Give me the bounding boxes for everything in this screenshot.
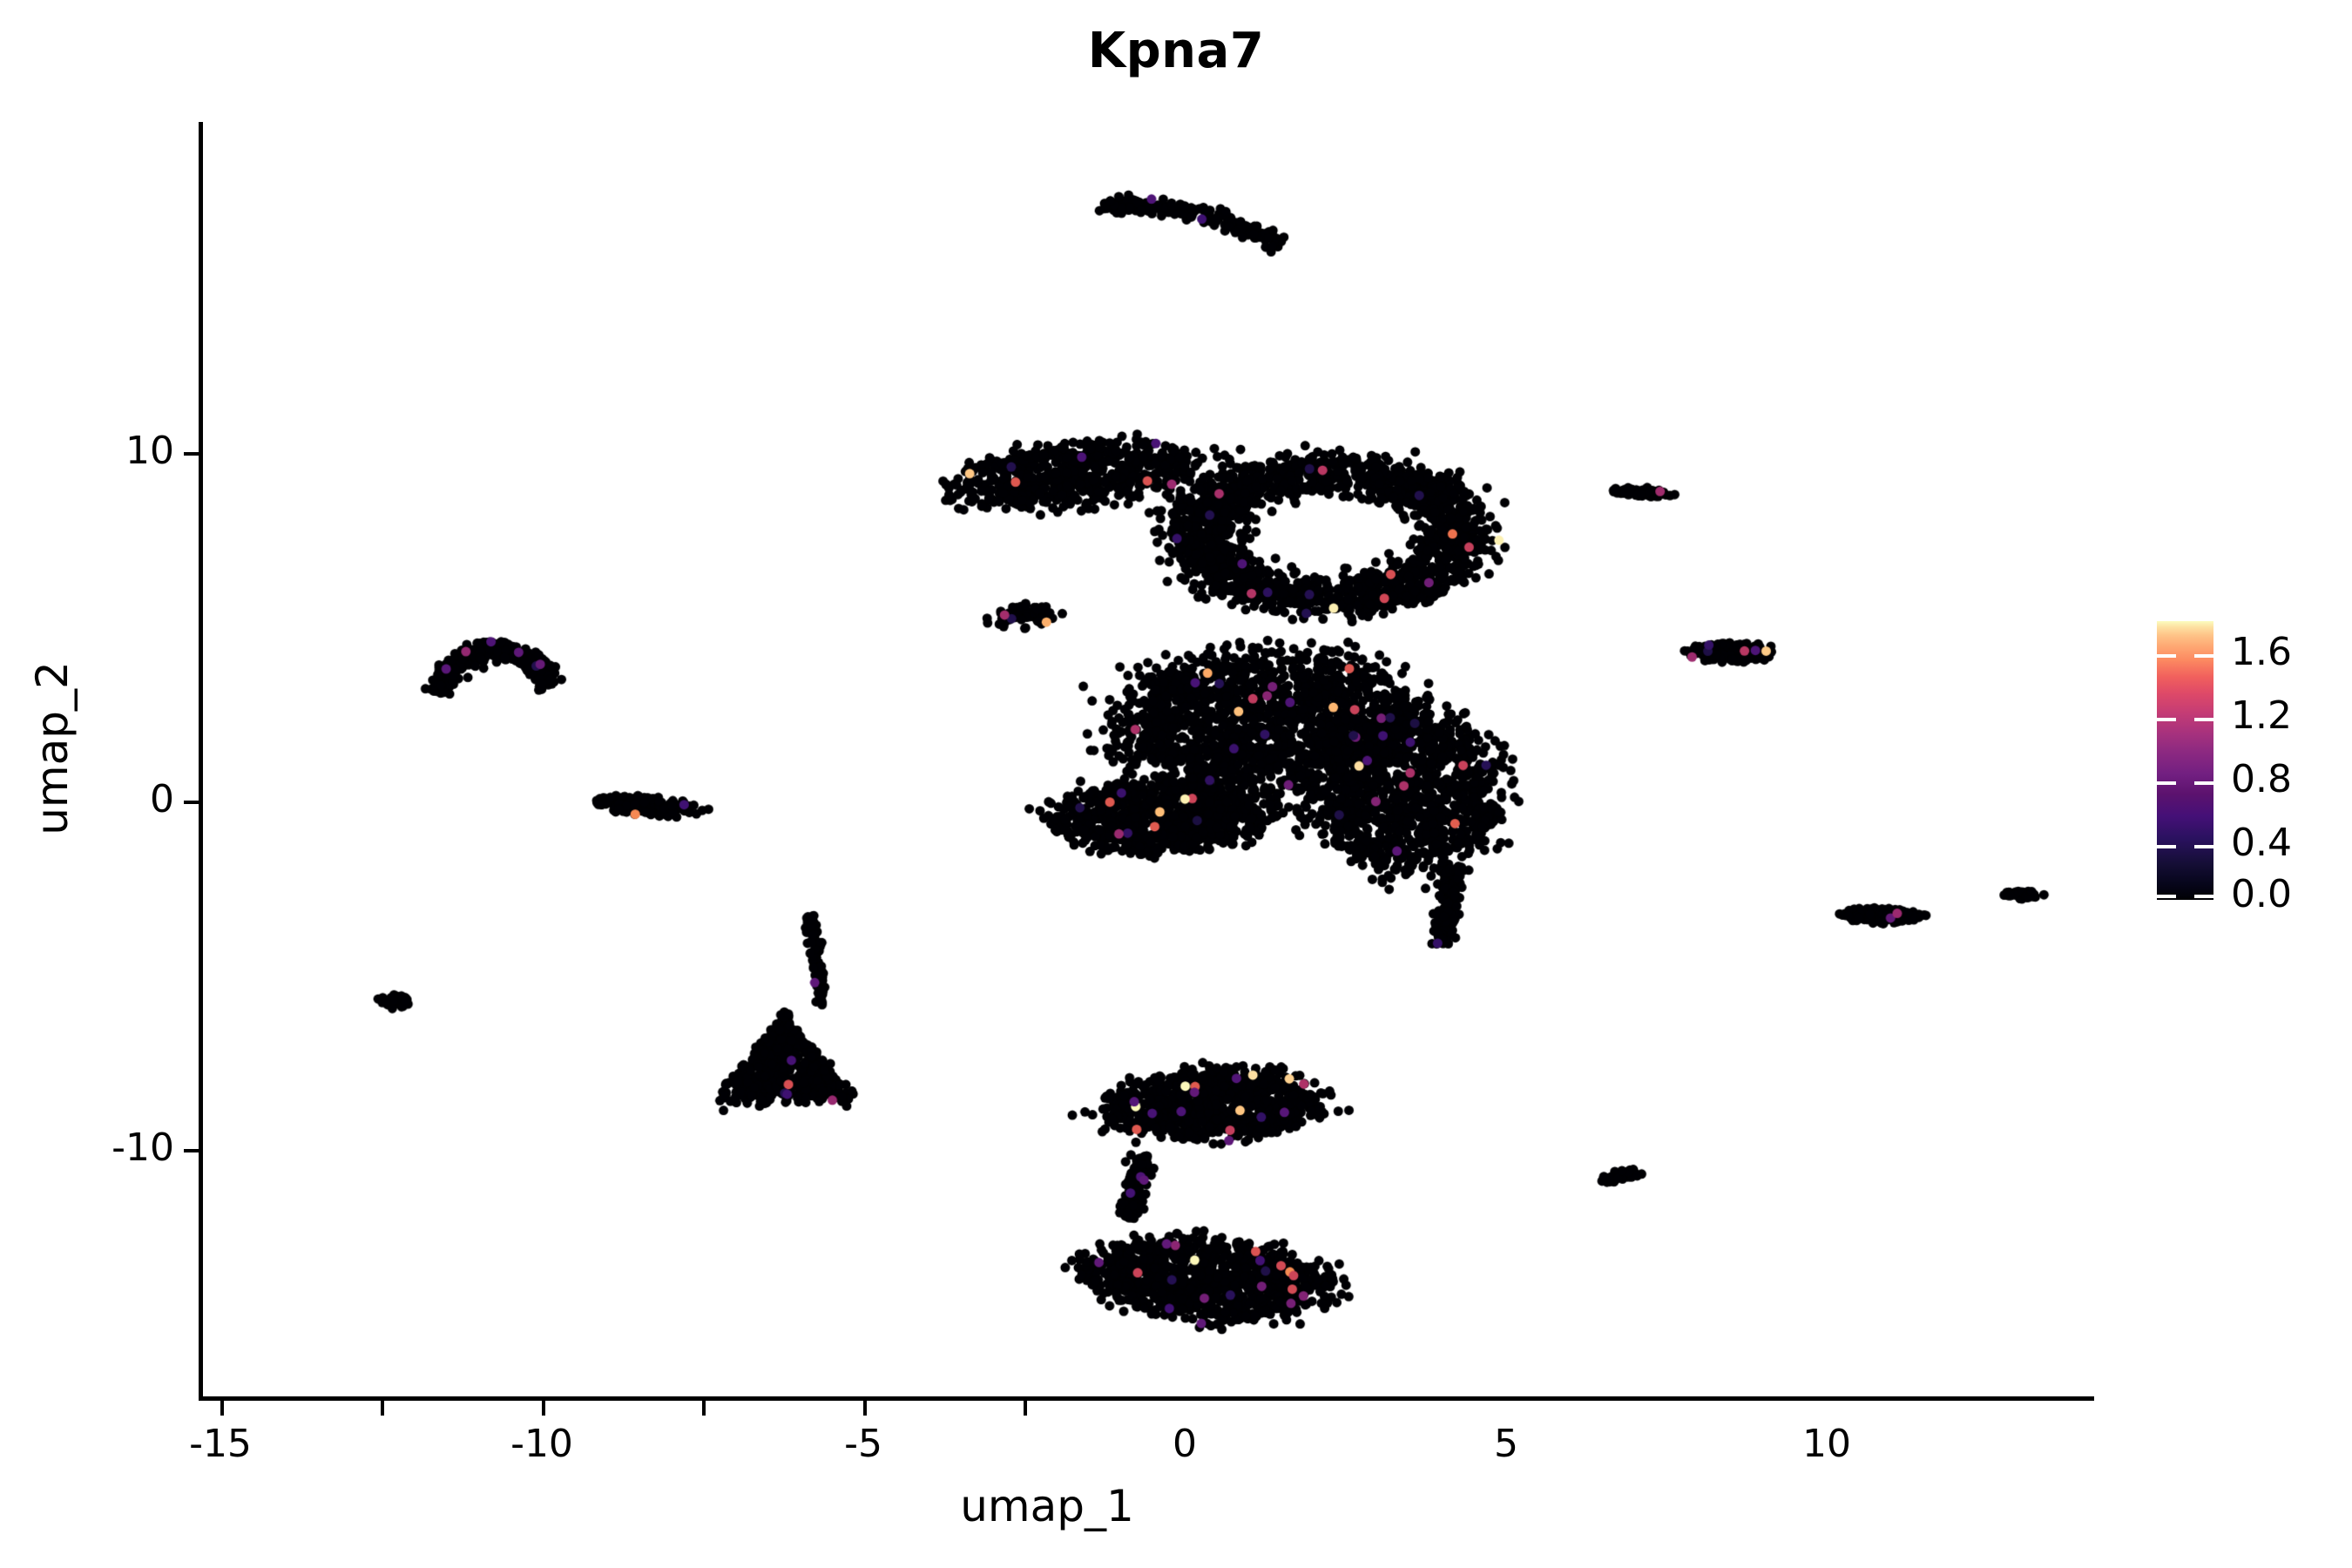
colorbar-tick [2194, 718, 2213, 721]
y-tick-label: -10 [112, 1125, 174, 1170]
plot-axes [199, 122, 2094, 1401]
colorbar-tick [2194, 895, 2213, 898]
colorbar-tick [2157, 781, 2176, 785]
x-tick-mark [220, 1401, 224, 1416]
y-tick-mark [184, 452, 199, 456]
colorbar-tick [2157, 718, 2176, 721]
y-tick-mark [184, 801, 199, 804]
colorbar: 1.6 1.2 0.8 0.4 0.0 [2157, 621, 2349, 916]
x-tick-mark [702, 1401, 706, 1416]
colorbar-tick-label: 0.8 [2231, 757, 2292, 801]
x-tick-label: 0 [1173, 1422, 1197, 1466]
colorbar-tick [2157, 654, 2176, 658]
y-tick-label: 10 [125, 429, 174, 473]
x-tick-mark [1024, 1401, 1027, 1416]
colorbar-tick [2157, 845, 2176, 848]
colorbar-gradient [2157, 621, 2213, 900]
x-tick-label: 10 [1802, 1422, 1851, 1466]
colorbar-tick-label: 0.0 [2231, 872, 2292, 916]
scatter-plot-canvas [203, 122, 2094, 1396]
y-tick-label: 0 [150, 777, 174, 821]
x-tick-label: -15 [189, 1422, 252, 1466]
y-axis-label: umap_2 [27, 661, 78, 835]
colorbar-tick-label: 1.2 [2231, 693, 2292, 738]
x-tick-label: 5 [1494, 1422, 1518, 1466]
x-tick-mark [542, 1401, 545, 1416]
y-tick-mark [184, 1149, 199, 1152]
colorbar-tick [2157, 895, 2176, 898]
colorbar-tick-label: 0.4 [2231, 821, 2292, 865]
x-tick-mark [863, 1401, 867, 1416]
x-tick-label: -10 [510, 1422, 573, 1466]
x-tick-mark [381, 1401, 384, 1416]
colorbar-tick [2194, 654, 2213, 658]
page-title: Kpna7 [1087, 23, 1265, 79]
x-tick-label: -5 [844, 1422, 882, 1466]
colorbar-tick [2194, 845, 2213, 848]
colorbar-tick-label: 1.6 [2231, 630, 2292, 674]
x-axis-label: umap_1 [960, 1481, 1134, 1531]
colorbar-tick [2194, 781, 2213, 785]
